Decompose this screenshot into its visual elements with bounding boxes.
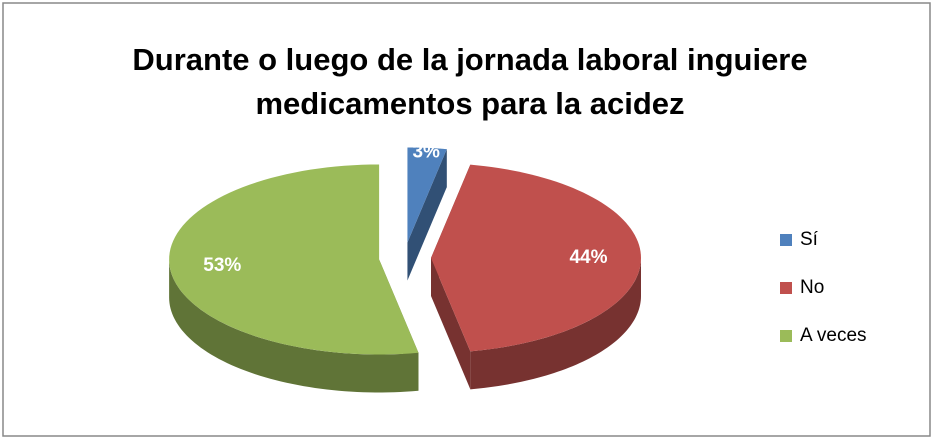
slice-side: [470, 258, 641, 390]
legend-swatch: [780, 234, 792, 246]
slice-cut: [431, 258, 471, 390]
legend-label: A veces: [800, 325, 867, 346]
slice: [431, 164, 641, 352]
slice-side: [169, 259, 419, 393]
data-label: 44%: [569, 247, 607, 268]
data-label: 53%: [203, 255, 241, 276]
legend-swatch: [780, 282, 792, 294]
slice: [169, 164, 419, 355]
legend-label: No: [800, 277, 824, 298]
slice-cut: [407, 149, 447, 281]
data-label: 3%: [412, 142, 440, 163]
slice: [407, 147, 447, 243]
chart-title: Durante o luego de la jornada laboral in…: [132, 42, 808, 121]
legend-label: Sí: [800, 229, 819, 250]
legend-swatch: [780, 330, 792, 342]
